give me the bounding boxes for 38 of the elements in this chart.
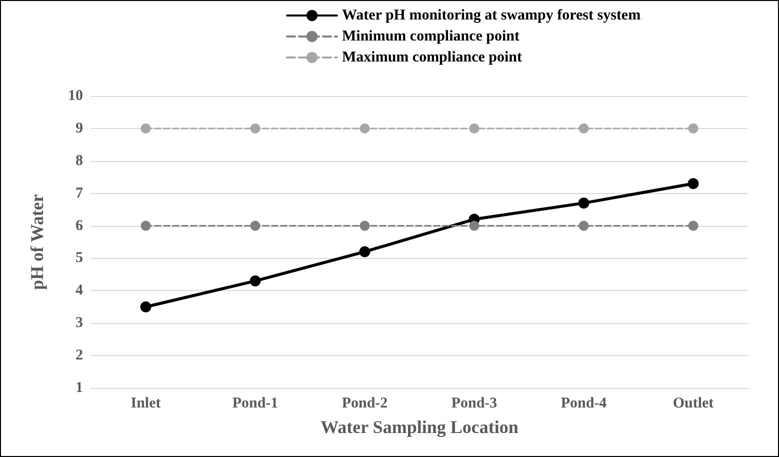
- point: [250, 275, 261, 286]
- legend-label: Minimum compliance point: [342, 28, 520, 44]
- x-tick-label: Outlet: [672, 396, 714, 412]
- point: [359, 246, 370, 258]
- point: [688, 220, 698, 231]
- point: [469, 220, 480, 231]
- point: [578, 198, 590, 209]
- point: [140, 123, 151, 134]
- x-tick-label: Pond-1: [232, 396, 278, 412]
- point: [688, 123, 698, 134]
- y-tick-label: 9: [76, 120, 83, 136]
- point: [578, 220, 589, 231]
- y-tick-label: 2: [76, 348, 83, 364]
- y-tick-label: 10: [68, 88, 83, 104]
- point: [250, 220, 260, 231]
- point: [578, 123, 589, 134]
- x-tick-label: Pond-3: [451, 396, 498, 412]
- y-tick-label: 7: [76, 185, 84, 202]
- point: [360, 123, 370, 134]
- legend-label: Maximum compliance point: [342, 50, 522, 66]
- y-tick-label: 4: [76, 282, 84, 299]
- point: [469, 123, 480, 134]
- point: [250, 123, 260, 134]
- x-tick-label: Pond-4: [560, 396, 608, 412]
- x-tick-label: Pond-2: [342, 396, 388, 412]
- point: [140, 301, 152, 312]
- x-tick-label: Inlet: [130, 396, 161, 412]
- y-tick-label: 1: [76, 380, 83, 396]
- y-axis-title: pH of Water: [27, 194, 47, 290]
- point: [360, 220, 370, 231]
- point: [140, 220, 151, 231]
- y-tick-label: 3: [76, 315, 83, 332]
- y-tick-label: 5: [76, 250, 83, 266]
- legend-label: Water pH monitoring at swampy forest system: [342, 8, 642, 24]
- y-tick-label: 8: [76, 152, 83, 169]
- y-tick-label: 6: [76, 218, 84, 234]
- point: [688, 178, 699, 190]
- x-axis-title: Water Sampling Location: [320, 417, 518, 437]
